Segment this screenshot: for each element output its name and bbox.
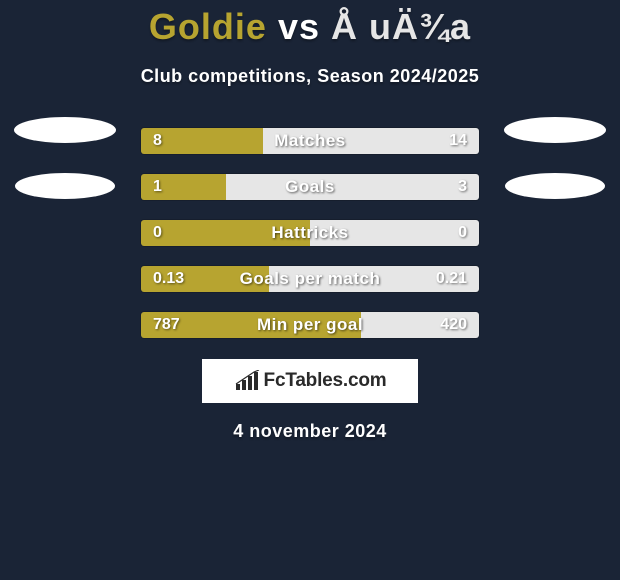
stat-label: Goals bbox=[285, 177, 335, 197]
brand-text: FcTables.com bbox=[264, 370, 387, 392]
stat-row: 0 0 Hattricks bbox=[140, 219, 480, 247]
stats-panel: 8 14 Matches 1 3 Goals 0 0 Hattricks 0.13 0.21 Goal… bbox=[0, 127, 620, 339]
player2-avatars bbox=[495, 117, 615, 199]
bars-icon bbox=[234, 370, 260, 392]
stat-value-right: 420 bbox=[440, 316, 467, 334]
vs-label: vs bbox=[278, 6, 320, 47]
stat-value-left: 1 bbox=[153, 178, 162, 196]
stat-row: 8 14 Matches bbox=[140, 127, 480, 155]
stat-label: Hattricks bbox=[271, 223, 348, 243]
stat-bar-right bbox=[226, 174, 480, 200]
stat-value-left: 0.13 bbox=[153, 270, 184, 288]
stat-label: Matches bbox=[274, 131, 346, 151]
player2-name: Å uÄ¾a bbox=[331, 6, 471, 47]
subtitle: Club competitions, Season 2024/2025 bbox=[0, 66, 620, 87]
stat-value-right: 3 bbox=[458, 178, 467, 196]
comparison-title: Goldie vs Å uÄ¾a bbox=[0, 0, 620, 48]
stat-value-left: 0 bbox=[153, 224, 162, 242]
stat-value-right: 0 bbox=[458, 224, 467, 242]
stat-row: 1 3 Goals bbox=[140, 173, 480, 201]
stat-value-left: 787 bbox=[153, 316, 180, 334]
player2-club-placeholder bbox=[505, 173, 605, 199]
player1-club-placeholder bbox=[15, 173, 115, 199]
player1-name: Goldie bbox=[149, 6, 267, 47]
stat-label: Min per goal bbox=[257, 315, 363, 335]
snapshot-date: 4 november 2024 bbox=[0, 421, 620, 442]
stat-row: 787 420 Min per goal bbox=[140, 311, 480, 339]
player1-avatar-placeholder bbox=[14, 117, 116, 143]
player2-avatar-placeholder bbox=[504, 117, 606, 143]
stat-value-right: 0.21 bbox=[436, 270, 467, 288]
stat-label: Goals per match bbox=[240, 269, 381, 289]
stat-value-right: 14 bbox=[449, 132, 467, 150]
stat-row: 0.13 0.21 Goals per match bbox=[140, 265, 480, 293]
player1-avatars bbox=[5, 117, 125, 199]
brand-badge: FcTables.com bbox=[202, 359, 418, 403]
stat-value-left: 8 bbox=[153, 132, 162, 150]
